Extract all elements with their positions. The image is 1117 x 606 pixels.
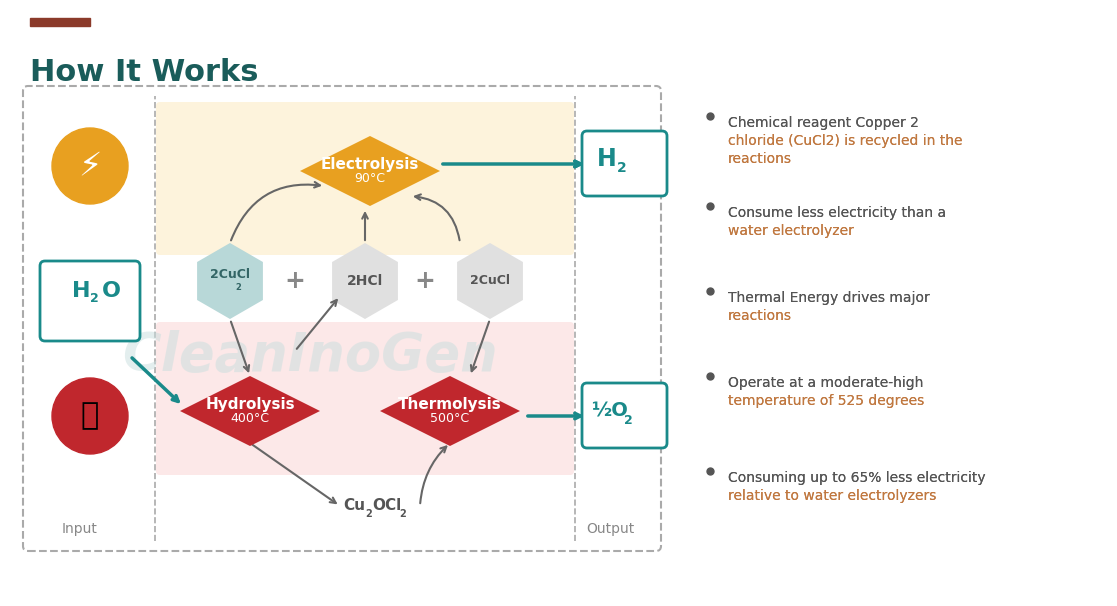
Polygon shape [197,243,262,319]
Circle shape [52,378,128,454]
FancyBboxPatch shape [156,322,574,475]
Text: OCl: OCl [372,499,401,513]
Text: water electrolyzer: water electrolyzer [728,224,853,238]
Text: Electrolysis: Electrolysis [321,156,419,171]
Text: How It Works: How It Works [30,58,258,87]
Text: Operate at a moderate-high: Operate at a moderate-high [728,376,924,390]
Text: ⚡: ⚡ [78,150,102,182]
Text: ½O: ½O [592,402,629,421]
Text: reactions: reactions [728,152,792,166]
Text: 2: 2 [365,509,372,519]
Text: +: + [414,269,436,293]
Text: Hydrolysis: Hydrolysis [206,396,295,411]
Text: 2CuCl: 2CuCl [210,267,250,281]
Polygon shape [332,243,398,319]
Bar [30,18,90,26]
Text: 2: 2 [399,509,405,519]
Text: O: O [102,281,121,301]
Polygon shape [457,243,523,319]
Text: Chemical reagent Copper 2: Chemical reagent Copper 2 [728,116,919,130]
Text: 2: 2 [235,284,241,293]
Text: water electrolyzer: water electrolyzer [728,224,853,238]
Text: +: + [285,269,305,293]
Text: 400°C: 400°C [230,413,269,425]
Polygon shape [300,136,440,206]
Text: 2HCl: 2HCl [347,274,383,288]
Text: 500°C: 500°C [430,413,469,425]
Text: reactions: reactions [728,309,792,323]
Text: reactions: reactions [728,152,792,166]
FancyBboxPatch shape [40,261,140,341]
Text: Consuming up to 65% less electricity: Consuming up to 65% less electricity [728,471,985,485]
Text: 2: 2 [624,413,632,427]
FancyBboxPatch shape [582,383,667,448]
Text: Input: Input [63,522,98,536]
Polygon shape [380,376,521,446]
Text: relative to water electrolyzers: relative to water electrolyzers [728,489,936,503]
Text: Thermolysis: Thermolysis [398,396,502,411]
Text: temperature of 525 degrees: temperature of 525 degrees [728,394,924,408]
Circle shape [52,128,128,204]
Text: 2: 2 [617,161,627,175]
Text: 90°C: 90°C [354,171,385,184]
FancyBboxPatch shape [23,86,661,551]
FancyBboxPatch shape [582,131,667,196]
Text: 🔥: 🔥 [80,402,99,430]
Text: Operate at a moderate-high: Operate at a moderate-high [728,376,924,390]
Text: H: H [598,147,617,171]
Text: Chemical reagent Copper 2: Chemical reagent Copper 2 [728,116,919,130]
Text: chloride (CuCl2) is recycled in the: chloride (CuCl2) is recycled in the [728,134,963,148]
Text: 2: 2 [90,293,98,305]
Text: Consume less electricity than a: Consume less electricity than a [728,206,946,220]
Text: Cu: Cu [343,499,365,513]
Text: Consuming up to 65% less electricity: Consuming up to 65% less electricity [728,471,985,485]
Polygon shape [180,376,319,446]
Text: Thermal Energy drives major: Thermal Energy drives major [728,291,929,305]
Text: chloride (CuCl2) is recycled in the: chloride (CuCl2) is recycled in the [728,134,963,148]
Text: H: H [71,281,90,301]
Text: temperature of 525 degrees: temperature of 525 degrees [728,394,924,408]
Text: relative to water electrolyzers: relative to water electrolyzers [728,489,936,503]
Text: reactions: reactions [728,309,792,323]
Text: CleanInoGen: CleanInoGen [122,330,498,382]
Text: Consume less electricity than a: Consume less electricity than a [728,206,946,220]
Text: Thermal Energy drives major: Thermal Energy drives major [728,291,929,305]
Text: Output: Output [586,522,634,536]
FancyBboxPatch shape [156,102,574,255]
Text: 2CuCl: 2CuCl [470,275,510,287]
